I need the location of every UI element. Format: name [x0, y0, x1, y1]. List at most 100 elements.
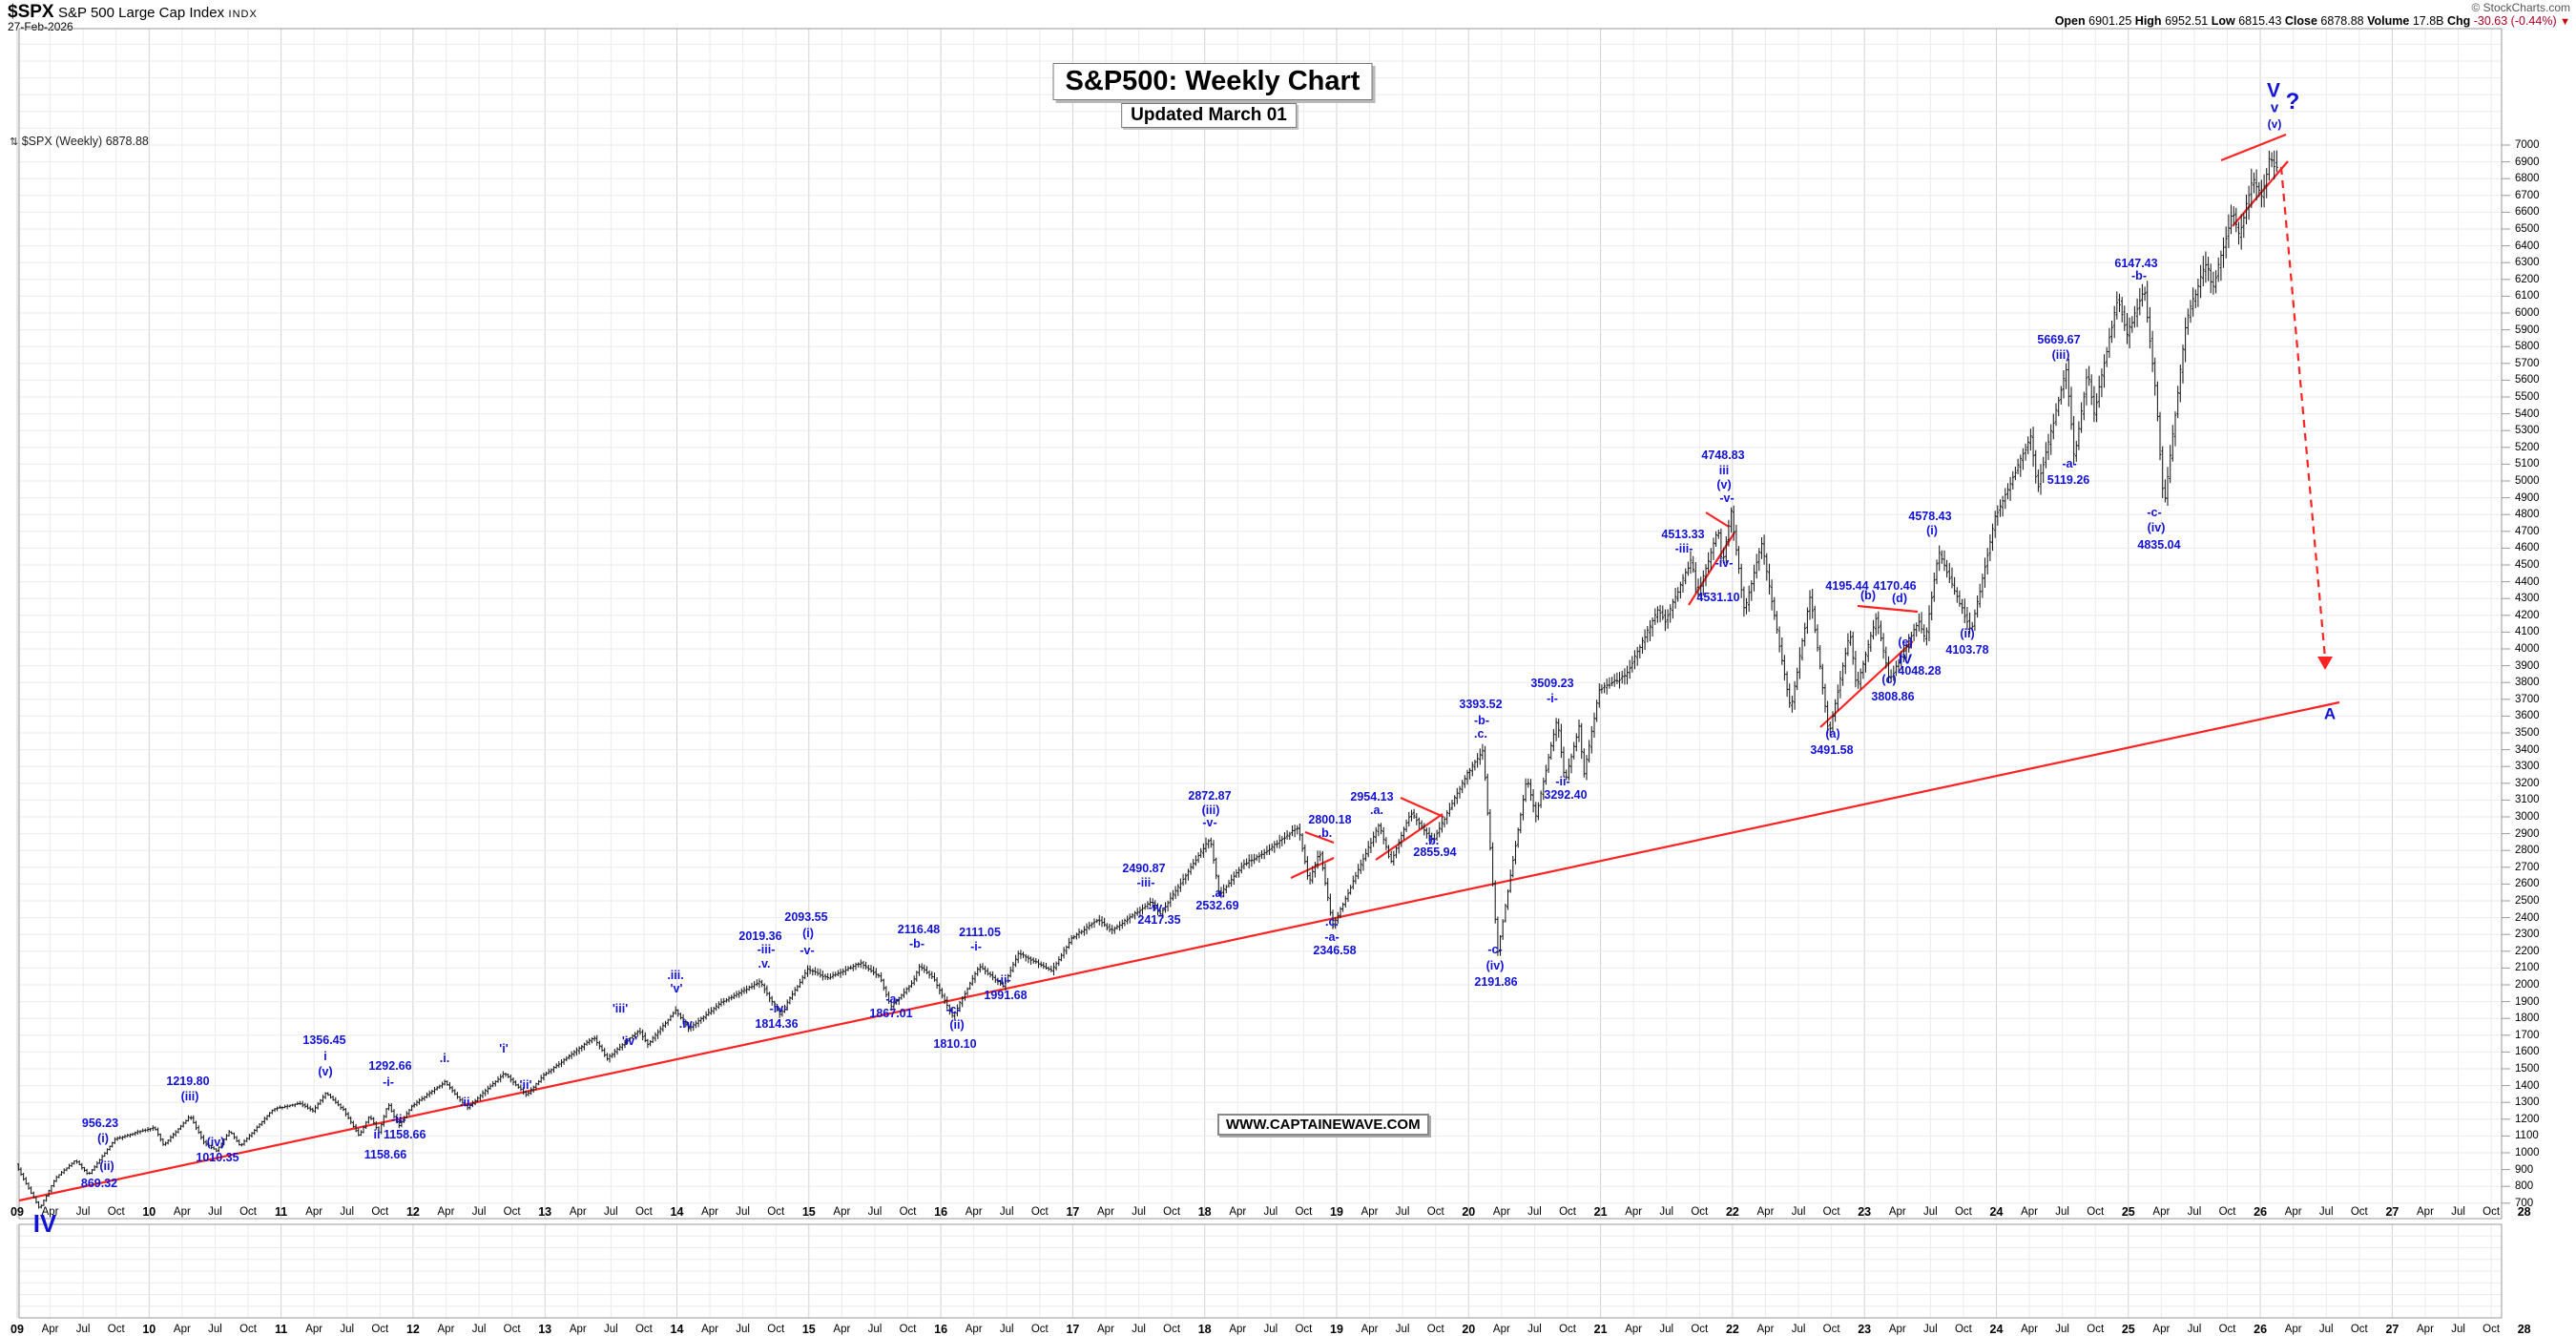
wave-label: .a. [1370, 803, 1383, 817]
wave-label: -ii- [996, 972, 1011, 987]
wave-label: -iv- [1148, 900, 1167, 914]
wave-label: (e) [1898, 635, 1913, 649]
x-axis-month-label: Jul [75, 1206, 91, 1218]
wave-label: .c. [1474, 726, 1487, 741]
x-axis-year-label: 24 [1989, 1205, 2004, 1219]
y-axis-label: 4000 [2515, 643, 2540, 655]
x-axis-month-label: Jul [340, 1324, 355, 1335]
chart-subtitle: Updated March 01 [1121, 103, 1297, 128]
wave-label: 'iv' [621, 1033, 638, 1048]
x-axis-month-label: Oct [1691, 1206, 1709, 1218]
wave-label: -iv- [769, 1001, 788, 1015]
plot-borders [18, 28, 2510, 1319]
x-axis-year-label: 15 [801, 1323, 816, 1336]
x-axis-month-label: Jul [999, 1324, 1014, 1335]
wave-label: (iv) [2147, 520, 2166, 534]
x-axis-month-label: Oct [2350, 1324, 2368, 1335]
wave-label: 2093.55 [784, 909, 828, 924]
wave-label: 2116.48 [897, 922, 941, 936]
x-axis-year-label: 23 [1858, 1323, 1872, 1336]
y-axis-label: 6100 [2515, 290, 2540, 303]
wave-label: .b. [1318, 825, 1333, 840]
wave-label: ? [2285, 89, 2300, 115]
wave-label: (v) [1716, 477, 1732, 491]
wave-label: 1867.01 [869, 1006, 913, 1020]
wave-label: 2346.58 [1313, 943, 1357, 957]
x-axis-month-label: Apr [569, 1206, 587, 1218]
x-axis-month-label: Jul [2451, 1206, 2465, 1218]
x-axis-month-label: Oct [2483, 1324, 2501, 1335]
wave-label: -c- [1487, 942, 1503, 956]
y-axis-label: 2100 [2515, 962, 2540, 974]
y-axis-label: 4300 [2515, 593, 2540, 605]
x-axis-year-label: 23 [1858, 1205, 1872, 1219]
wave-label: v [2270, 99, 2279, 116]
y-axis-label: 2900 [2515, 827, 2540, 840]
x-axis-month-label: Apr [965, 1324, 983, 1335]
wave-label: 2490.87 [1122, 861, 1166, 875]
x-axis-month-label: Oct [1954, 1324, 1972, 1335]
x-axis-month-label: Jul [999, 1206, 1014, 1218]
high-value: 6952.51 [2165, 14, 2209, 28]
x-axis-month-label: Jul [1132, 1324, 1146, 1335]
stockcharts-credit: © StockCharts.com [2471, 1, 2570, 14]
wave-label: 'ii' [519, 1077, 532, 1092]
wave-label: 1991.68 [984, 988, 1028, 1002]
wave-label: A [2323, 704, 2337, 723]
wave-label: iii [1718, 463, 1730, 477]
wave-label: (iii) [180, 1089, 199, 1103]
wave-label: -v- [1202, 815, 1217, 829]
y-axis-label: 800 [2515, 1180, 2534, 1193]
x-axis-month-label: Jul [1659, 1206, 1674, 1218]
symbol-header: $SPX S&P 500 Large Cap Index INDX [8, 2, 258, 23]
x-axis-month-label: Apr [701, 1206, 719, 1218]
wave-label: 5119.26 [2046, 472, 2090, 487]
x-axis-year-label: 20 [1462, 1323, 1476, 1336]
y-axis-label: 2600 [2515, 878, 2540, 890]
x-axis-month-label: Jul [208, 1324, 222, 1335]
x-axis-year-label: 10 [142, 1205, 156, 1219]
x-axis-month-label: Apr [701, 1324, 719, 1335]
y-axis-label: 6200 [2515, 273, 2540, 285]
captainewave-watermark: WWW.CAPTAINEWAVE.COM [1217, 1114, 1429, 1136]
change-down-icon: ▼ [2560, 16, 2570, 28]
x-axis-year-label: 18 [1197, 1323, 1212, 1336]
x-axis-month-label: Jul [1527, 1324, 1542, 1335]
wave-label: 'v' [670, 981, 683, 995]
x-axis-month-label: Oct [899, 1206, 917, 1218]
wave-label: 1814.36 [755, 1016, 799, 1031]
x-axis-month-label: Apr [1625, 1206, 1643, 1218]
wave-label: (b) [1860, 588, 1876, 602]
x-axis-month-label: Apr [173, 1324, 191, 1335]
wave-label: (v) [318, 1064, 333, 1078]
y-axis-label: 6900 [2515, 156, 2540, 168]
x-axis-month-label: Oct [1426, 1324, 1444, 1335]
series-legend-text: $SPX (Weekly) 6878.88 [21, 135, 149, 148]
y-axis-label: 1500 [2515, 1063, 2540, 1075]
x-axis-month-label: Apr [2417, 1324, 2434, 1335]
x-axis-month-label: Oct [2483, 1206, 2501, 1218]
x-axis-month-label: Oct [634, 1206, 653, 1218]
x-axis-month-label: Jul [2318, 1206, 2334, 1218]
wave-label: 4048.28 [1898, 663, 1942, 678]
y-axis-label: 3300 [2515, 761, 2540, 773]
wave-label: 2111.05 [959, 925, 1001, 939]
x-axis-year-label: 26 [2254, 1205, 2268, 1219]
x-axis-year-label: 12 [405, 1205, 420, 1219]
wave-label: 4835.04 [2137, 537, 2181, 552]
exchange: INDX [228, 9, 258, 20]
wave-label: (i) [802, 926, 814, 940]
close-value: 6878.88 [2320, 14, 2364, 28]
x-axis-month-label: Oct [1030, 1206, 1049, 1218]
wave-label: .ii. [460, 1095, 473, 1109]
wave-label: 1158.66 [364, 1147, 407, 1161]
x-axis-month-label: Oct [2350, 1206, 2368, 1218]
wave-label: 4195.44 [1825, 578, 1869, 593]
x-axis-month-label: Jul [2055, 1206, 2069, 1218]
x-axis-month-label: Jul [75, 1324, 91, 1335]
wave-label: 1219.80 [166, 1074, 210, 1088]
y-axis-label: 3100 [2515, 794, 2540, 806]
chart-date: 27-Feb-2026 [8, 20, 73, 33]
wave-label: .iii. [667, 968, 684, 982]
wave-label: 4103.78 [1945, 642, 1989, 657]
